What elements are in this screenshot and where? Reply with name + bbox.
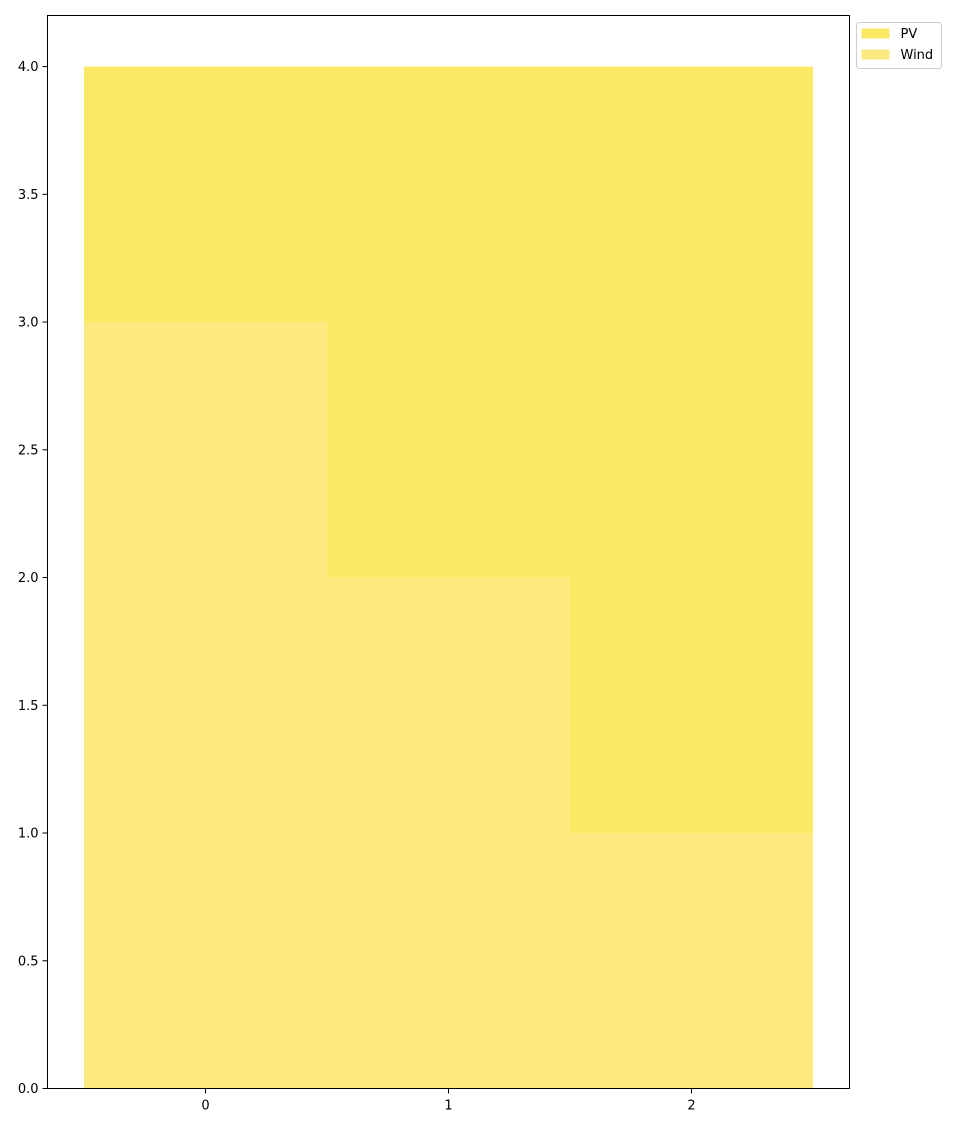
legend-swatch-wind <box>861 49 890 60</box>
y-tick-label: 0.5 <box>18 954 39 969</box>
y-tick-label: 3.5 <box>18 188 39 203</box>
x-tick-label: 2 <box>687 1099 695 1114</box>
y-tick-label: 3.0 <box>18 316 39 331</box>
bar-pv-0 <box>83 66 327 323</box>
bar-wind-1 <box>326 577 571 1089</box>
y-tick-label: 1.0 <box>18 827 39 842</box>
x-axis: 0 1 2 <box>201 1088 696 1114</box>
y-tick-label: 2.0 <box>18 571 39 586</box>
y-tick-label: 4.0 <box>18 60 39 75</box>
legend-swatch-pv <box>861 28 890 39</box>
y-tick-label: 1.5 <box>18 699 39 714</box>
x-tick-label: 1 <box>444 1099 452 1114</box>
bars-layer <box>83 66 814 1089</box>
y-axis: 0.0 0.5 1.0 1.5 2.0 2.5 3.0 3.5 4.0 <box>18 60 48 1097</box>
legend-label-pv: PV <box>901 27 918 42</box>
legend-label-wind: Wind <box>901 48 934 63</box>
y-tick-label: 2.5 <box>18 443 39 458</box>
plot-frame <box>47 15 850 1089</box>
y-tick-label: 0.0 <box>18 1082 39 1097</box>
bar-wind-0 <box>83 322 327 1089</box>
x-tick-label: 0 <box>201 1099 209 1114</box>
bar-wind-2 <box>570 833 814 1089</box>
legend: PV Wind <box>856 22 942 69</box>
bar-pv-2 <box>570 66 814 834</box>
bar-pv-1 <box>326 66 571 578</box>
